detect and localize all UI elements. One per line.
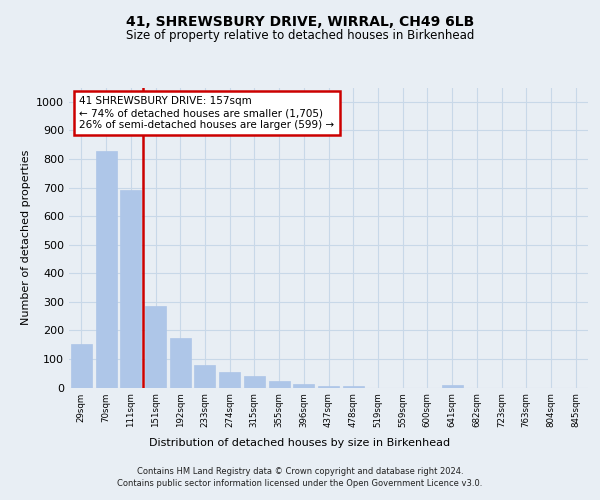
Text: Contains HM Land Registry data © Crown copyright and database right 2024.: Contains HM Land Registry data © Crown c… xyxy=(137,466,463,475)
Bar xyxy=(194,365,215,388)
Text: 41, SHREWSBURY DRIVE, WIRRAL, CH49 6LB: 41, SHREWSBURY DRIVE, WIRRAL, CH49 6LB xyxy=(126,16,474,30)
Text: Distribution of detached houses by size in Birkenhead: Distribution of detached houses by size … xyxy=(149,438,451,448)
Bar xyxy=(318,386,339,388)
Bar xyxy=(120,190,141,388)
Bar xyxy=(145,306,166,388)
Y-axis label: Number of detached properties: Number of detached properties xyxy=(20,150,31,325)
Bar xyxy=(219,372,240,388)
Bar xyxy=(442,384,463,388)
Bar xyxy=(244,376,265,388)
Text: 41 SHREWSBURY DRIVE: 157sqm
← 74% of detached houses are smaller (1,705)
26% of : 41 SHREWSBURY DRIVE: 157sqm ← 74% of det… xyxy=(79,96,335,130)
Bar xyxy=(343,386,364,388)
Text: Contains public sector information licensed under the Open Government Licence v3: Contains public sector information licen… xyxy=(118,479,482,488)
Text: Size of property relative to detached houses in Birkenhead: Size of property relative to detached ho… xyxy=(126,30,474,43)
Bar xyxy=(71,344,92,388)
Bar xyxy=(269,381,290,388)
Bar xyxy=(95,150,116,388)
Bar xyxy=(293,384,314,388)
Bar xyxy=(170,338,191,388)
